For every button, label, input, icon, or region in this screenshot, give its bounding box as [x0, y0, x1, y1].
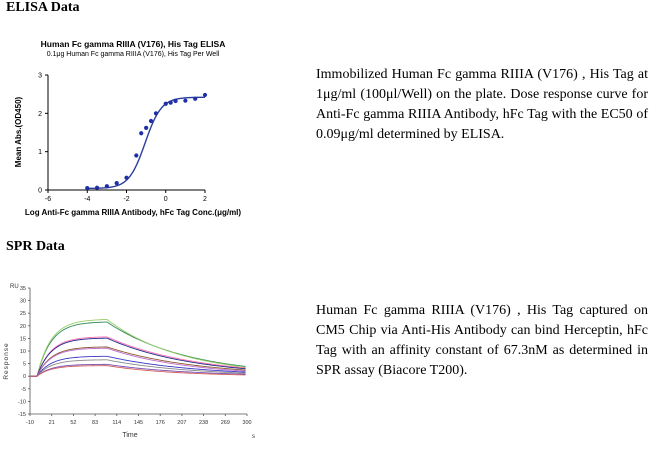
elisa-data-point	[94, 185, 100, 190]
spr-x-tick-label: 238	[199, 420, 208, 426]
spr-y-unit-label: RU	[10, 284, 19, 290]
elisa-data-point	[173, 98, 178, 104]
spr-y-tick-label: 20	[20, 324, 26, 330]
spr-y-tick-label: 0	[23, 374, 26, 380]
spr-y-tick-label: -15	[18, 412, 26, 418]
elisa-data-point	[134, 153, 139, 158]
spr-x-tick-label: 176	[156, 420, 165, 426]
spr-y-tick-label: 25	[20, 311, 26, 317]
spr-description: Human Fc gamma RIIIA (V176) , His Tag ca…	[316, 303, 648, 378]
elisa-data-point	[153, 111, 159, 116]
spr-y-tick-label: 5	[23, 362, 26, 368]
spr-series-line	[30, 355, 246, 377]
spr-x-tick-label: 300	[242, 420, 251, 426]
elisa-data-point	[168, 100, 173, 105]
elisa-data-point	[104, 184, 109, 189]
elisa-data-point	[124, 175, 129, 180]
elisa-x-tick-label: -6	[45, 196, 51, 203]
spr-x-tick-label: 52	[70, 420, 76, 426]
spr-y-tick-label: -10	[18, 399, 26, 405]
elisa-data-point	[148, 118, 154, 124]
elisa-chart-subtitle: 0.1μg Human Fc gamma RIIIA (V176), His T…	[46, 51, 220, 58]
elisa-data-point	[163, 101, 168, 106]
spr-series-line	[30, 337, 246, 377]
spr-y-tick-label: 35	[20, 286, 26, 292]
spr-series-line	[30, 365, 246, 377]
spr-heading: SPR Data	[6, 239, 65, 254]
spr-series-line	[30, 336, 246, 377]
elisa-data-point	[114, 181, 119, 186]
spr-series-line	[30, 359, 246, 377]
elisa-y-axis-label: Mean Abs.(OD450)	[14, 96, 23, 167]
elisa-data-point	[85, 185, 90, 191]
elisa-y-tick-label: 3	[38, 73, 42, 80]
elisa-x-tick-label: 2	[203, 196, 207, 203]
elisa-data-point	[139, 131, 144, 136]
elisa-x-tick-label: 0	[164, 196, 168, 203]
spr-series-line	[30, 363, 246, 377]
spr-x-tick-label: 83	[92, 420, 98, 426]
elisa-heading: ELISA Data	[6, 0, 80, 15]
elisa-data-point	[144, 125, 149, 130]
spr-y-tick-label: 15	[20, 336, 26, 342]
spr-y-axis-label: Response	[3, 342, 10, 379]
elisa-y-tick-label: 1	[38, 149, 42, 156]
elisa-fit-curve	[87, 96, 206, 190]
spr-series-line	[30, 347, 246, 377]
spr-x-tick-label: -10	[26, 420, 34, 426]
elisa-data-point	[202, 92, 208, 98]
spr-series-line	[30, 321, 246, 377]
spr-series-line	[30, 346, 246, 377]
spr-x-tick-label: 145	[134, 420, 143, 426]
elisa-y-tick-label: 0	[38, 188, 42, 195]
elisa-description: Immobilized Human Fc gamma RIIIA (V176) …	[316, 67, 648, 142]
elisa-y-tick-label: 2	[38, 111, 42, 118]
elisa-x-tick-label: -4	[84, 196, 90, 203]
elisa-x-tick-label: -2	[123, 196, 129, 203]
spr-x-tick-label: 114	[112, 420, 121, 426]
spr-y-tick-label: 10	[20, 349, 26, 355]
elisa-x-axis-label: Log Anti-Fc gamma RIIIA Antibody, hFc Ta…	[25, 208, 241, 217]
spr-series-line	[30, 319, 246, 377]
spr-y-tick-label: -5	[21, 387, 26, 393]
elisa-chart-title: Human Fc gamma RIIIA (V176), His Tag ELI…	[40, 39, 226, 49]
spr-x-axis-label: Time	[122, 432, 137, 439]
elisa-chart: -6 -4 -2 0 2 0 1 2 3 Log Anti-Fc gamma RIIIA Ant…	[14, 73, 241, 218]
spr-x-tick-label: 269	[221, 420, 230, 426]
spr-y-tick-label: 30	[20, 299, 26, 305]
spr-x-tick-label: 207	[177, 420, 186, 426]
spr-x-tick-label: 21	[49, 420, 55, 426]
elisa-data-point	[193, 96, 198, 101]
spr-x-unit-label: s	[252, 434, 255, 440]
elisa-data-point	[183, 98, 188, 103]
